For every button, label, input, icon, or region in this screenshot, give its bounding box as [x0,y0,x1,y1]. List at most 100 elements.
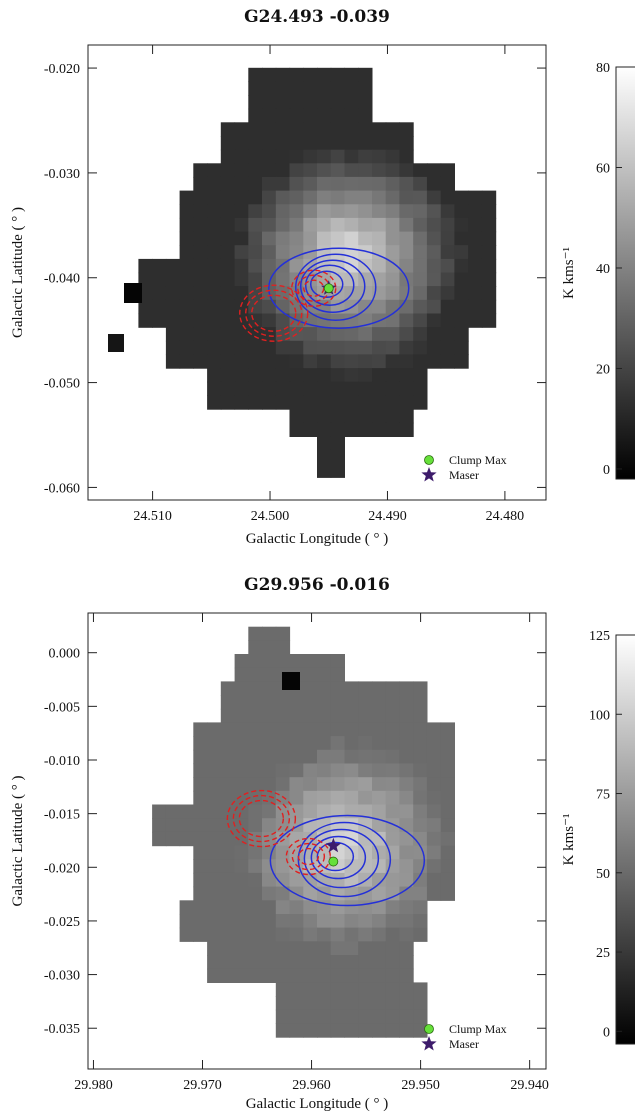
map-pixel [207,790,222,806]
map-pixel [454,231,469,246]
map-pixel [248,681,263,696]
map-pixel [207,845,222,860]
map-pixel [399,136,414,151]
map-pixel [248,176,263,192]
map-pixel [179,299,194,315]
map-pixel [413,927,428,942]
map-pixel [317,667,332,682]
map-pixel [289,872,304,888]
map-pixel [303,941,318,956]
map-pixel [330,217,345,233]
maser-marker [325,837,341,853]
map-pixel [220,886,236,901]
map-pixel [454,354,469,369]
map-pixel [399,968,414,983]
map-pixel [220,968,236,983]
map-pixel [426,299,442,315]
map-pixel [358,381,373,396]
map-pixel [262,354,277,369]
map-pixel [330,409,345,424]
map-pixel [262,818,277,833]
map-pixel [248,804,263,819]
map-pixel [372,258,387,274]
map-pixel [289,695,304,710]
map-pixel [220,258,236,274]
map-pixel [248,190,263,205]
map-pixel [426,204,442,219]
map-pixel [454,204,469,219]
map-pixel [275,149,291,164]
map-pixel [207,327,222,342]
map-pixel [234,313,249,328]
map-pixel [220,368,236,383]
map-pixel [372,872,387,888]
map-pixel [372,176,387,192]
map-pixel [344,708,359,724]
map-pixel [481,245,497,260]
map-pixel [399,927,414,942]
map-pixel [248,340,263,356]
map-pixel [262,790,277,806]
map-pixel [399,122,414,137]
map-pixel [303,81,318,96]
map-pixel [303,722,318,737]
map-pixel [193,804,208,819]
x-tick-label: 29.960 [292,1078,331,1093]
map-pixel [262,81,277,96]
map-pixel [372,736,387,751]
map-pixel [303,381,318,396]
map-pixel [330,381,345,396]
map-pixel [275,1023,291,1038]
map-pixel [220,927,236,942]
map-pixel [440,313,455,328]
map-pixel [303,982,318,997]
map-pixel [248,231,263,246]
blue-contour [269,814,426,907]
map-pixel [179,900,194,915]
map-pixel [303,654,318,669]
map-pixel [207,900,222,915]
map-pixel [179,313,194,328]
map-pixel [330,436,345,451]
map-pixel [399,941,414,956]
map-pixel [234,681,249,696]
blue-contour [310,835,367,880]
map-pixel [372,340,387,356]
map-pixel [275,777,291,792]
map-pixel [385,354,400,369]
map-pixel [344,95,359,110]
map-pixel [262,272,277,287]
map-pixel [303,409,318,424]
map-pixel [399,736,414,751]
map-pixel [193,722,208,737]
map-pixel [317,790,332,806]
map-pixel [330,422,345,437]
map-pixel [372,204,387,219]
map-pixel [413,845,428,860]
map-pixel [330,982,345,997]
map-pixel [275,313,291,328]
map-pixel [248,927,263,942]
map-pixel [330,777,345,792]
map-pixel [165,313,181,328]
map-pixel [399,204,414,219]
y-tick-label: -0.015 [44,808,80,823]
map-pixel [248,368,263,383]
map-pixel [358,122,373,137]
map-pixel [372,395,387,410]
chart-title: G24.493 -0.039 [244,7,390,27]
map-pixel [413,381,428,396]
map-pixel [275,81,291,96]
map-pixel [220,395,236,410]
map-pixel [275,368,291,383]
blue-contour [304,264,355,306]
map-pixel [289,136,304,151]
map-pixel [248,122,263,137]
map-pixel [372,163,387,178]
map-pixel [193,272,208,287]
map-pixel [372,886,387,901]
map-pixel [413,231,428,246]
map-pixel [468,231,483,246]
map-pixel [303,900,318,915]
map-pixel [275,231,291,246]
